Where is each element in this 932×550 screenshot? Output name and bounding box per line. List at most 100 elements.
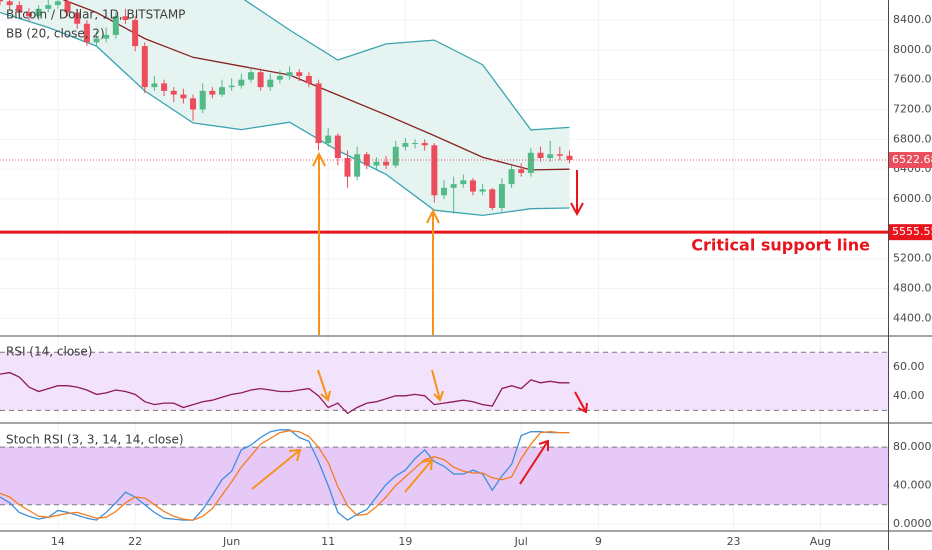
- candle-body: [228, 85, 235, 88]
- bb-lower: [0, 11, 570, 217]
- arrow: [431, 369, 441, 401]
- arrow-head: [538, 439, 549, 451]
- candle-body: [209, 90, 216, 95]
- candle-body: [45, 5, 52, 9]
- pane: [0, 429, 888, 525]
- candle-body: [180, 94, 187, 99]
- candle-body: [547, 154, 554, 158]
- candle-body: [402, 143, 409, 147]
- y-tick-label: 60.00: [893, 360, 925, 373]
- candle-body: [305, 75, 312, 84]
- candle-body: [16, 5, 23, 13]
- candle-body: [122, 16, 129, 20]
- candle-body: [0, 0, 3, 2]
- candle-body: [450, 184, 457, 188]
- candle-body: [334, 135, 341, 158]
- pane: [0, 351, 888, 415]
- candle-body: [141, 46, 148, 88]
- y-tick-label: 7600.00: [893, 73, 932, 86]
- y-tick-label: 6000.00: [893, 192, 932, 205]
- candle-body: [170, 90, 177, 95]
- y-tick-label: 40.0000: [893, 479, 932, 492]
- candle-body: [35, 8, 42, 17]
- candle-body: [556, 154, 563, 156]
- band-fill: [0, 352, 888, 411]
- arrow: [519, 440, 549, 485]
- candle-body: [566, 155, 573, 161]
- candle-body: [527, 152, 534, 173]
- candle-body: [74, 12, 81, 24]
- candle-body: [219, 87, 225, 95]
- price-label-box: [889, 224, 932, 241]
- series-line: [0, 430, 570, 521]
- candle-body: [267, 79, 274, 88]
- arrow-head: [288, 448, 302, 462]
- candle-body: [190, 98, 197, 110]
- y-tick-label: 8000.00: [893, 43, 932, 56]
- candle-body: [354, 154, 361, 177]
- candle-body: [373, 161, 380, 166]
- candle-body: [469, 180, 476, 192]
- x-tick-label: 19: [398, 535, 412, 548]
- candle-body: [6, 1, 13, 6]
- candle-body: [161, 83, 168, 91]
- candle-body: [479, 189, 486, 192]
- candle-body: [151, 83, 158, 88]
- candle-body: [498, 184, 505, 208]
- indicator-label: RSI (14, close): [6, 345, 92, 359]
- arrow-head: [570, 202, 584, 217]
- candle-body: [83, 23, 90, 43]
- candle-body: [441, 187, 447, 196]
- x-tick-label: 9: [595, 535, 602, 548]
- arrow-head: [577, 402, 588, 414]
- series-line: [0, 429, 570, 521]
- candle-body: [199, 90, 206, 110]
- x-tick-label: 11: [321, 535, 335, 548]
- price-label-box: [889, 152, 932, 169]
- support-label: Critical support line: [691, 236, 870, 255]
- y-tick-label: 6800.00: [893, 132, 932, 145]
- arrow: [317, 369, 329, 401]
- arrow-head: [426, 208, 440, 224]
- x-tick-label: 22: [128, 535, 142, 548]
- candle-body: [64, 1, 71, 13]
- candle-body: [247, 72, 254, 80]
- x-tick-label: 23: [727, 535, 741, 548]
- candle-body: [103, 34, 110, 39]
- candle-body: [508, 169, 515, 185]
- band-fill: [0, 447, 888, 505]
- candle-body: [54, 1, 61, 6]
- candle-body: [276, 75, 283, 80]
- candle-body: [383, 161, 390, 166]
- arrow-head: [312, 151, 326, 167]
- candle-body: [132, 19, 139, 47]
- candle-body: [421, 143, 428, 146]
- candle-body: [315, 83, 322, 144]
- candle-body: [286, 72, 293, 76]
- y-tick-label: 7200.00: [893, 103, 932, 116]
- price-label: 5555.55: [892, 225, 932, 238]
- arrow: [404, 459, 433, 493]
- x-tick-label: Jun: [222, 535, 240, 548]
- candle-body: [489, 189, 496, 208]
- candle-body: [518, 169, 525, 173]
- candle-body: [392, 146, 399, 166]
- candle-body: [431, 145, 438, 196]
- y-tick-label: 4800.00: [893, 282, 932, 295]
- arrow: [574, 391, 587, 413]
- candle-body: [238, 79, 245, 86]
- x-tick-label: 14: [51, 535, 65, 548]
- x-tick-label: Jul: [514, 535, 528, 548]
- y-tick-label: 8400.00: [893, 13, 932, 26]
- candle-body: [537, 152, 544, 158]
- arrow: [251, 449, 301, 490]
- y-tick-label: 0.0000: [893, 517, 932, 530]
- candle-body: [296, 72, 303, 76]
- bb-upper: [243, 0, 570, 131]
- chart-title: Bitcoin / Dollar, 1D, BITSTAMP: [6, 8, 185, 22]
- candle-body: [412, 143, 419, 145]
- price-label: 6522.68: [892, 153, 932, 166]
- candle-body: [325, 135, 332, 144]
- candle-body: [112, 16, 119, 35]
- pane: [0, 0, 888, 319]
